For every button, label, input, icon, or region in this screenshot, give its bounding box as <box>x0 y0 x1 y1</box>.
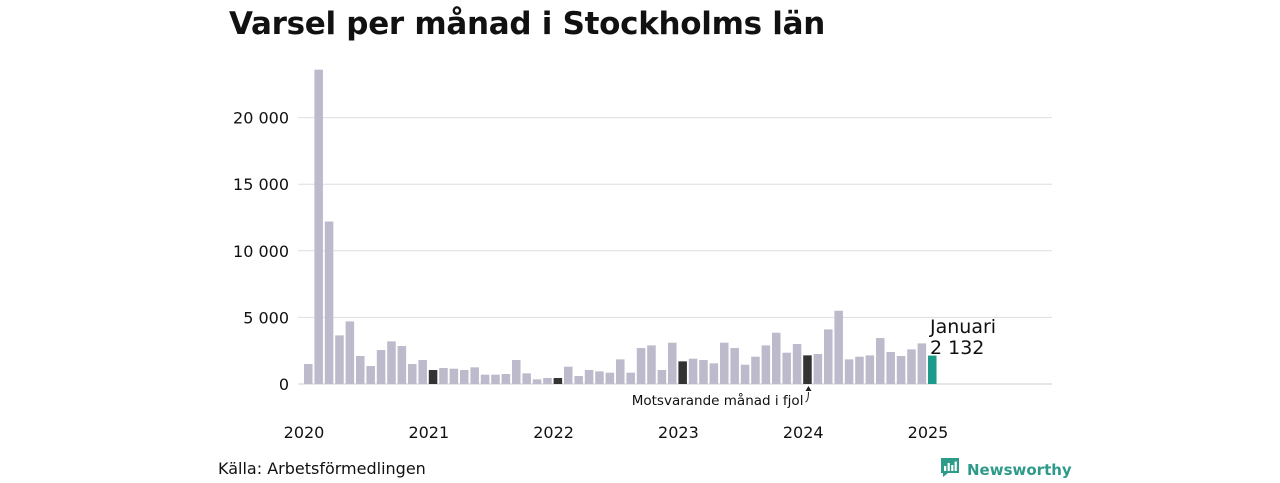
bar <box>917 343 927 384</box>
bar <box>356 356 365 384</box>
bar <box>761 345 771 384</box>
x-axis-labels: 2020 2021 2022 2023 2024 2025 <box>284 423 949 442</box>
bar <box>543 378 552 384</box>
bar <box>896 356 906 384</box>
bar <box>730 348 739 384</box>
bars <box>304 69 937 384</box>
bar <box>387 341 396 384</box>
bar <box>699 360 708 384</box>
bar-current-month <box>928 355 937 384</box>
bar <box>720 342 729 384</box>
annotation-arrow <box>805 391 809 403</box>
current-month-value: 2 132 <box>930 337 984 359</box>
bar <box>844 359 854 384</box>
bar <box>376 350 386 384</box>
bar <box>335 335 344 384</box>
bar <box>772 332 781 384</box>
y-tick-label: 0 <box>279 375 289 394</box>
x-tick-label: 2024 <box>783 423 824 442</box>
y-axis-labels: 0 5 000 10 000 15 000 20 000 <box>233 109 289 394</box>
annotations: Januari 2 132 Motsvarande månad i fjol <box>632 316 996 409</box>
bar <box>501 374 511 384</box>
bar <box>532 379 542 384</box>
bar <box>595 371 604 384</box>
bar <box>813 354 823 384</box>
bar <box>418 360 427 384</box>
bar-highlight <box>428 370 438 384</box>
bar <box>876 338 885 384</box>
bar <box>855 356 864 384</box>
current-month-label: Januari <box>929 316 996 338</box>
bar <box>460 370 469 384</box>
bar <box>709 363 719 384</box>
bar <box>491 374 500 384</box>
x-tick-label: 2025 <box>908 423 949 442</box>
bar <box>657 370 667 384</box>
bar <box>834 310 843 384</box>
y-tick-label: 15 000 <box>233 175 289 194</box>
bar <box>304 364 313 384</box>
bar <box>480 374 490 384</box>
x-tick-label: 2021 <box>408 423 449 442</box>
bar <box>408 364 417 384</box>
x-tick-label: 2023 <box>658 423 699 442</box>
bar <box>512 360 521 384</box>
bar <box>688 358 698 384</box>
bar <box>865 355 875 384</box>
bar-highlight <box>803 355 812 384</box>
bar <box>647 345 656 384</box>
y-tick-label: 5 000 <box>243 308 289 327</box>
previous-year-annotation: Motsvarande månad i fjol <box>632 392 804 409</box>
bar <box>636 348 646 384</box>
source-note: Källa: Arbetsförmedlingen <box>218 459 426 478</box>
bar <box>668 342 677 384</box>
bar <box>740 364 750 384</box>
bar-highlight <box>678 361 687 384</box>
x-tick-label: 2022 <box>533 423 574 442</box>
bar <box>564 366 573 384</box>
bar <box>605 372 615 384</box>
annotation-arrowhead <box>805 386 812 391</box>
bar <box>574 376 583 384</box>
bar <box>751 356 760 384</box>
bar <box>522 373 531 384</box>
y-tick-label: 20 000 <box>233 109 289 128</box>
bar <box>439 368 448 384</box>
bar <box>324 221 334 384</box>
bar <box>782 352 791 384</box>
y-tick-label: 10 000 <box>233 242 289 261</box>
bar <box>584 370 594 384</box>
bar <box>397 346 407 384</box>
newsworthy-logo-icon <box>939 456 961 483</box>
bar <box>345 321 355 384</box>
bar <box>824 329 833 384</box>
bar <box>616 359 625 384</box>
bar <box>470 367 479 384</box>
brand-name: Newsworthy <box>967 460 1072 479</box>
bar-highlight <box>553 378 563 384</box>
x-tick-label: 2020 <box>284 423 325 442</box>
bar <box>626 372 635 384</box>
chart-title: Varsel per månad i Stockholms län <box>229 6 825 42</box>
bar <box>907 349 916 384</box>
bar <box>792 344 802 384</box>
bar <box>314 69 323 384</box>
bar <box>886 352 895 384</box>
brand-logo: Newsworthy <box>939 456 1072 483</box>
bar <box>449 368 459 384</box>
bar <box>366 366 375 384</box>
